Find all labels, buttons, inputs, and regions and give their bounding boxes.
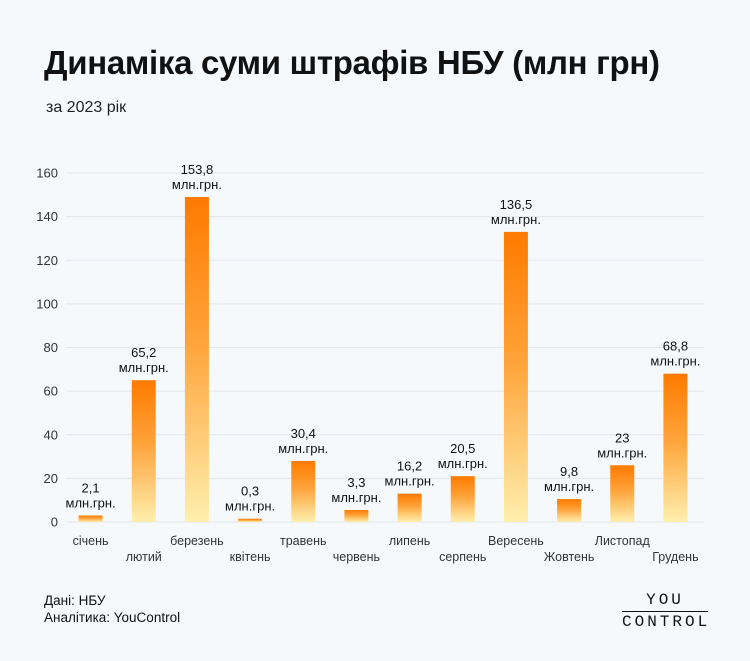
bars (78, 196, 688, 523)
data-label-value: 3,3 (347, 475, 365, 490)
category-label: серпень (439, 550, 486, 564)
y-tick-label: 160 (36, 166, 58, 181)
y-tick-label: 100 (36, 296, 58, 311)
data-label-unit: млн.грн. (597, 445, 647, 460)
logo-divider (622, 611, 708, 612)
bar (291, 460, 316, 522)
bar (557, 499, 582, 522)
y-tick-label: 40 (44, 427, 58, 442)
bar (344, 510, 369, 522)
y-tick-label: 140 (36, 209, 58, 224)
category-label: Грудень (652, 550, 698, 564)
category-label: травень (280, 534, 327, 548)
data-labels: 2,1млн.грн.65,2млн.грн.153,8млн.грн.0,3м… (66, 162, 701, 514)
data-label-value: 153,8 (181, 162, 214, 177)
data-label-value: 16,2 (397, 459, 422, 474)
data-label-value: 30,4 (291, 426, 316, 441)
data-label-unit: млн.грн. (491, 212, 541, 227)
data-label-value: 0,3 (241, 484, 259, 499)
bar (131, 380, 156, 522)
bar (397, 493, 422, 522)
data-label-unit: млн.грн. (66, 495, 116, 510)
y-tick-label: 0 (51, 515, 58, 530)
y-tick-label: 20 (44, 471, 58, 486)
data-label-value: 68,8 (663, 339, 688, 354)
y-tick-label: 80 (44, 340, 58, 355)
chart-subtitle: за 2023 рік (46, 99, 127, 116)
y-tick-label: 60 (44, 384, 58, 399)
bar (78, 515, 103, 522)
y-tick-label: 120 (36, 253, 58, 268)
logo-line2: CONTROL (622, 613, 711, 631)
data-label-value: 9,8 (560, 464, 578, 479)
youcontrol-logo: YOU CONTROL (622, 592, 708, 631)
bar (238, 518, 263, 522)
data-label-unit: млн.грн. (438, 456, 488, 471)
grid-lines (66, 172, 704, 523)
source-text: Дані: НБУ (44, 593, 106, 608)
data-label-unit: млн.грн. (278, 441, 328, 456)
data-label-unit: млн.грн. (650, 354, 700, 369)
data-label-unit: млн.грн. (544, 479, 594, 494)
data-label-value: 23 (615, 430, 629, 445)
data-label-unit: млн.грн. (172, 177, 222, 192)
data-label-value: 20,5 (450, 441, 475, 456)
data-label-unit: млн.грн. (331, 490, 381, 505)
category-label: квітень (230, 550, 271, 564)
bar (610, 465, 635, 522)
bar (663, 373, 688, 522)
footer: Дані: НБУ Аналітика: YouControl (44, 592, 180, 626)
data-label-value: 65,2 (131, 345, 156, 360)
logo-line1: YOU (646, 591, 684, 609)
category-label: Листопад (595, 534, 651, 548)
data-label-unit: млн.грн. (385, 474, 435, 489)
data-label-unit: млн.грн. (225, 499, 275, 514)
category-label: Вересень (488, 534, 544, 548)
bar (450, 476, 475, 522)
category-label: Жовтень (544, 550, 595, 564)
category-label: березень (170, 534, 224, 548)
data-label-value: 2,1 (82, 480, 100, 495)
analytics-text: Аналітика: YouControl (44, 610, 181, 625)
category-label: лютий (126, 550, 162, 564)
category-labels: січень лютий березень квітень травень червень… (73, 534, 699, 564)
chart-title: Динаміка суми штрафів НБУ (млн грн) (44, 44, 660, 81)
bar (184, 196, 209, 522)
bar (503, 231, 528, 523)
data-label-value: 136,5 (500, 197, 533, 212)
y-axis-ticks: 0 20 40 60 80 100 120 140 160 (36, 166, 58, 530)
category-label: червень (333, 550, 380, 564)
category-label: січень (73, 534, 109, 548)
data-label-unit: млн.грн. (119, 360, 169, 375)
category-label: липень (389, 534, 430, 548)
